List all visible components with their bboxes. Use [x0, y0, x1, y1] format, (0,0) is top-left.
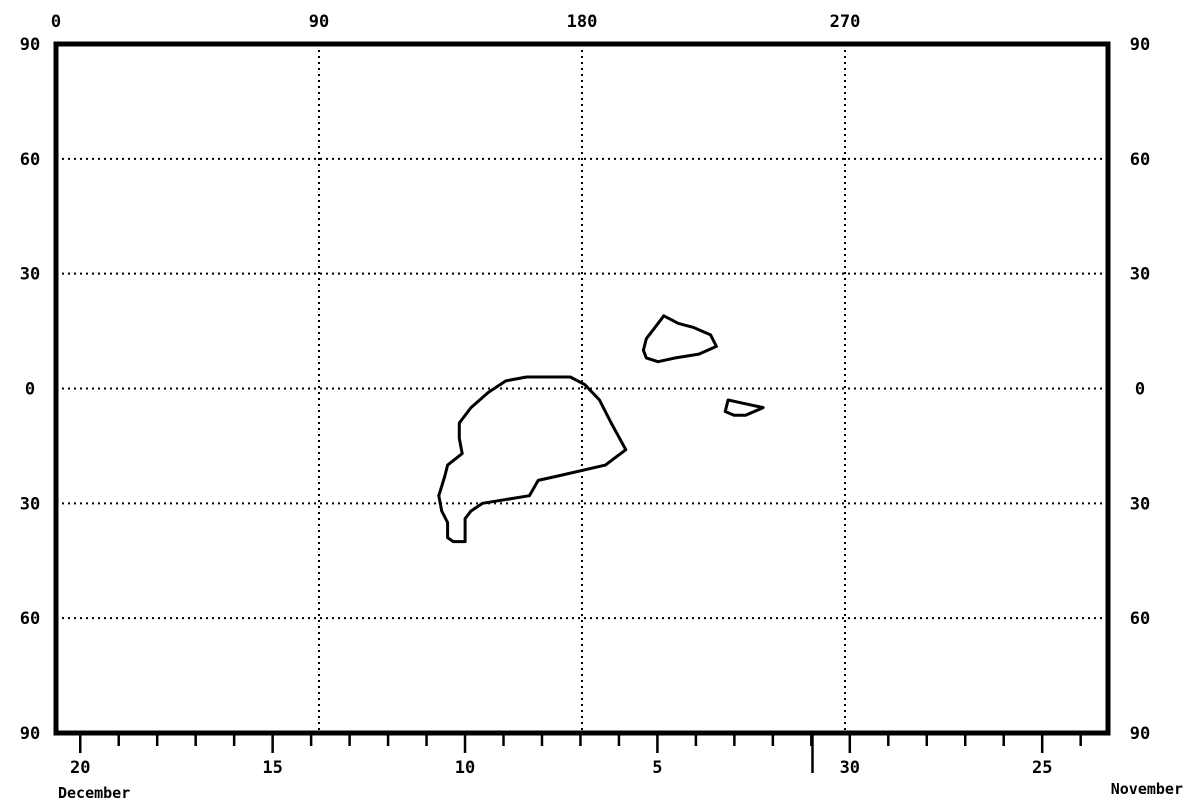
- top-tick-label: 0: [51, 12, 61, 32]
- labels: 0 90 180 270 90 90 60 60 30 30 0 0 30 30 60 60 90 90 20 15 1…: [20, 12, 1183, 802]
- right-tick-label: 60: [1130, 150, 1150, 170]
- bottom-tick-label: 15: [262, 758, 282, 778]
- month-label-november: November: [1111, 780, 1183, 798]
- right-tick-label: 30: [1130, 494, 1150, 514]
- left-tick-label: 30: [20, 494, 40, 514]
- bottom-tick-label: 20: [70, 758, 90, 778]
- top-tick-label: 90: [309, 12, 329, 32]
- right-tick-label: 60: [1130, 609, 1150, 629]
- left-tick-label: 90: [20, 724, 40, 744]
- bottom-tick-label: 10: [455, 758, 475, 778]
- top-tick-label: 180: [567, 12, 598, 32]
- bottom-tick-label: 25: [1032, 758, 1052, 778]
- right-tick-label: 90: [1130, 724, 1150, 744]
- left-tick-label: 0: [25, 380, 35, 400]
- right-tick-label: 0: [1135, 380, 1145, 400]
- contour-2: [641, 314, 718, 364]
- series-layer: [437, 314, 765, 544]
- right-tick-label: 90: [1130, 35, 1150, 55]
- month-label-december: December: [58, 784, 130, 802]
- bottom-tick-label: 30: [840, 758, 860, 778]
- contour-3: [723, 398, 765, 417]
- plot-frame: [53, 41, 1111, 736]
- top-tick-label: 270: [830, 12, 861, 32]
- left-tick-label: 90: [20, 35, 40, 55]
- bottom-tick-label: 5: [652, 758, 662, 778]
- grid: [56, 44, 1108, 733]
- left-tick-label: 60: [20, 150, 40, 170]
- left-tick-label: 30: [20, 265, 40, 285]
- contour-1: [437, 375, 628, 544]
- left-tick-label: 60: [20, 609, 40, 629]
- bottom-minor-ticks: [78, 733, 1082, 773]
- right-tick-label: 30: [1130, 265, 1150, 285]
